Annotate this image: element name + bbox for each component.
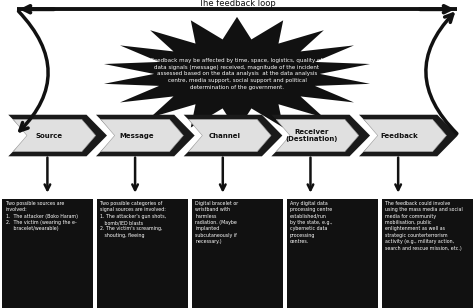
Polygon shape [359, 115, 458, 156]
Text: Digital bracelet or
wristband with
harmless
radiation. (Maybe
implanted
subcutan: Digital bracelet or wristband with harml… [195, 201, 238, 244]
FancyBboxPatch shape [192, 199, 283, 308]
Polygon shape [100, 119, 183, 152]
Text: Message: Message [119, 132, 154, 139]
Polygon shape [364, 119, 447, 152]
Polygon shape [183, 115, 283, 156]
Polygon shape [276, 119, 359, 152]
Text: The feedback loop: The feedback loop [198, 0, 276, 8]
Text: Two possible sources are
involved:
1.  The attacker (Boko Haram)
2.  The victim : Two possible sources are involved: 1. Th… [6, 201, 78, 231]
Polygon shape [96, 115, 195, 156]
Text: The feedback could involve
using the mass media and social
media for community
m: The feedback could involve using the mas… [385, 201, 463, 251]
Text: Any digital data
processing centre
established/run
by the state, e.g.,
cyberneti: Any digital data processing centre estab… [290, 201, 333, 244]
Polygon shape [13, 119, 96, 152]
Polygon shape [104, 17, 370, 131]
FancyBboxPatch shape [287, 199, 378, 308]
FancyBboxPatch shape [2, 199, 93, 308]
Polygon shape [8, 115, 107, 156]
Text: Feedback: Feedback [381, 132, 419, 139]
FancyBboxPatch shape [97, 199, 188, 308]
Polygon shape [271, 115, 370, 156]
Text: Receiver
(Destination): Receiver (Destination) [286, 129, 338, 142]
FancyBboxPatch shape [382, 199, 473, 308]
Polygon shape [188, 119, 271, 152]
Text: Channel: Channel [208, 132, 240, 139]
Text: Source: Source [35, 132, 63, 139]
Text: Feedback may be affected by time, space, logistics, quality of
data signals (mes: Feedback may be affected by time, space,… [151, 58, 323, 90]
Text: Two possible categories of
signal sources are involved:
1. The attacker's gun sh: Two possible categories of signal source… [100, 201, 167, 238]
